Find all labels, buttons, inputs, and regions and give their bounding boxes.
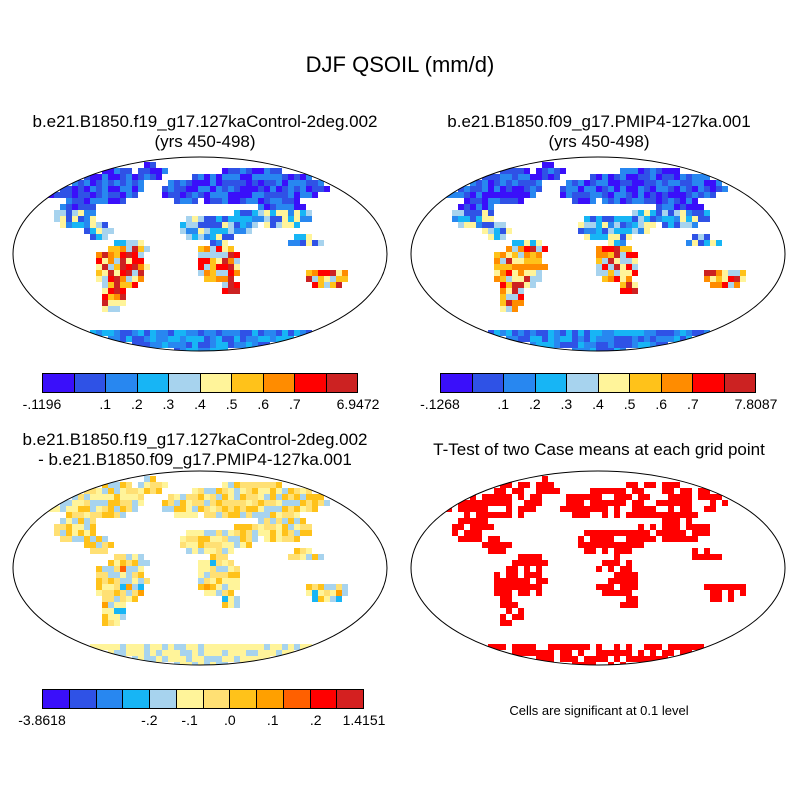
colorbar-swatch (567, 374, 599, 392)
colorbar-tick-label: -.1 (181, 712, 198, 728)
colorbar-swatch (441, 374, 473, 392)
colorbar-swatch (326, 374, 357, 392)
colorbar-tick-label: .6 (655, 396, 668, 412)
panel-3-title-line1: b.e21.B1850.f19_g17.127kaControl-2deg.00… (22, 430, 368, 449)
panel-4-note: Cells are significant at 0.1 level (509, 703, 689, 718)
colorbar-tick-label: -.1196 (22, 396, 62, 412)
panel-4-title: T-Test of two Case means at each grid po… (404, 440, 794, 460)
colorbar-swatch (200, 374, 232, 392)
colorbar-tick-label: -.2 (141, 712, 158, 728)
colorbar-swatch (263, 374, 295, 392)
colorbar-tick-label: -.1268 (420, 396, 460, 412)
colorbar-tick-label: 1.4151 (342, 712, 386, 728)
colorbar-swatch (169, 374, 201, 392)
panel-3-title: b.e21.B1850.f19_g17.127kaControl-2deg.00… (0, 430, 390, 470)
colorbar-swatch (661, 374, 693, 392)
panel-2-colorbar-labels: -.1268 .1 .2 .3 .4 .5 .6 .7 7.8087 (420, 396, 777, 414)
panel-4-map (410, 470, 786, 666)
colorbar-tick-label: .4 (592, 396, 604, 412)
panel-4-title-line1: T-Test of two Case means at each grid po… (433, 440, 765, 459)
colorbar-tick-label: .4 (194, 396, 206, 412)
colorbar-tick-label: .2 (528, 396, 541, 412)
map-cells (446, 162, 746, 351)
colorbar-tick-label: -3.8618 (18, 712, 66, 728)
colorbar-swatch (43, 690, 70, 708)
panel-1-title-line1: b.e21.B1850.f19_g17.127kaControl-2deg.00… (32, 112, 378, 131)
colorbar-tick-label: .0 (223, 712, 236, 728)
map-cells (48, 162, 348, 351)
colorbar-tick-label: .2 (309, 712, 322, 728)
colorbar-swatch (504, 374, 536, 392)
panel-1-map (12, 156, 388, 352)
panel-2-colorbar (440, 373, 756, 393)
panel-2-map (410, 156, 786, 352)
colorbar-tick-label: .1 (99, 396, 112, 412)
map-border (410, 470, 786, 666)
colorbar-swatch (337, 690, 363, 708)
figure-title: DJF QSOIL (mm/d) (305, 52, 495, 77)
colorbar-swatch (232, 374, 264, 392)
panel-1-title: b.e21.B1850.f19_g17.127kaControl-2deg.00… (10, 112, 400, 152)
panel-1-colorbar-labels: -.1196 .1 .2 .3 .4 .5 .6 .7 6.9472 (23, 396, 380, 414)
panel-3-title-line2: - b.e21.B1850.f09_g17.PMIP4-127ka.001 (38, 450, 352, 469)
colorbar-tick-label: 6.9472 (336, 396, 380, 412)
panel-1-title-line2: (yrs 450-498) (154, 132, 256, 151)
colorbar-swatch (535, 374, 567, 392)
map-border (410, 156, 786, 352)
colorbar-swatch (472, 374, 504, 392)
colorbar-tick-label: .5 (225, 396, 238, 412)
colorbar-swatch (257, 690, 284, 708)
panel-2-title: b.e21.B1850.f09_g17.PMIP4-127ka.001 (yrs… (404, 112, 794, 152)
colorbar-swatch (693, 374, 725, 392)
panel-2-title-line1: b.e21.B1850.f09_g17.PMIP4-127ka.001 (447, 112, 751, 131)
colorbar-tick-label: .5 (623, 396, 636, 412)
colorbar-tick-label: .1 (266, 712, 279, 728)
colorbar-swatch (203, 690, 231, 708)
colorbar-swatch (69, 690, 97, 708)
colorbar-swatch (283, 690, 311, 708)
colorbar-swatch (74, 374, 106, 392)
panel-3-map (12, 470, 388, 666)
colorbar-swatch (598, 374, 630, 392)
map-border (12, 470, 388, 666)
panel-1-colorbar (42, 373, 358, 393)
colorbar-swatch (96, 690, 124, 708)
colorbar-tick-label: .2 (130, 396, 143, 412)
colorbar-swatch (43, 374, 75, 392)
colorbar-tick-label: .3 (162, 396, 175, 412)
colorbar-tick-label: .7 (288, 396, 301, 412)
colorbar-swatch (295, 374, 327, 392)
colorbar-swatch (230, 690, 257, 708)
panel-3-colorbar-labels: -3.8618 -.2 -.1 .0 .1 .2 1.4151 (18, 712, 385, 730)
colorbar-tick-label: .3 (560, 396, 573, 412)
colorbar-swatch (724, 374, 755, 392)
colorbar-swatch (106, 374, 138, 392)
colorbar-swatch (310, 690, 338, 708)
colorbar-tick-label: 7.8087 (734, 396, 778, 412)
map-border (12, 156, 388, 352)
colorbar-tick-label: .6 (257, 396, 270, 412)
colorbar-swatch (176, 690, 204, 708)
panel-3-colorbar (42, 689, 364, 709)
map-cells (446, 476, 746, 665)
colorbar-swatch (123, 690, 150, 708)
map-cells (48, 476, 348, 665)
colorbar-tick-label: .7 (686, 396, 699, 412)
colorbar-tick-label: .1 (497, 396, 510, 412)
colorbar-swatch (137, 374, 169, 392)
colorbar-swatch (150, 690, 177, 708)
colorbar-swatch (630, 374, 662, 392)
panel-2-title-line2: (yrs 450-498) (548, 132, 650, 151)
